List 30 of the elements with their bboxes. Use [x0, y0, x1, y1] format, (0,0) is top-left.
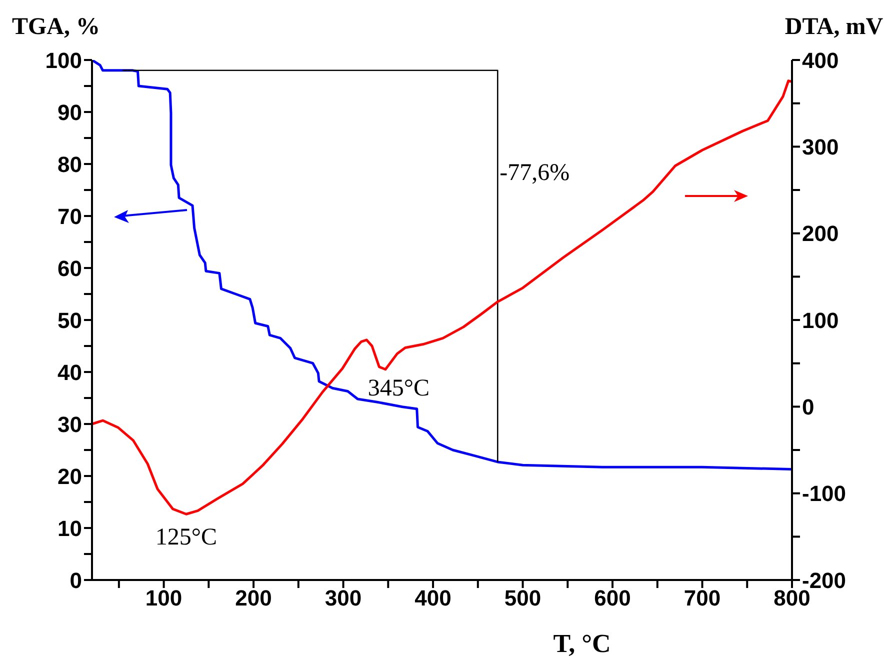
y2-tick-label: 100: [802, 308, 839, 333]
x-tick-label: 100: [145, 586, 182, 611]
y-tick-label: 10: [58, 516, 82, 541]
annotation: 345°C: [368, 375, 430, 402]
y2-tick-label: 300: [802, 134, 839, 160]
y-axis-title: TGA, %: [12, 14, 100, 40]
annotation: -77,6%: [500, 160, 570, 186]
y-tick-label: 90: [58, 100, 82, 125]
y-tick-label: 30: [58, 412, 82, 437]
x-tick-label: 300: [324, 586, 362, 611]
y-tick-label: 0: [70, 568, 82, 593]
x-tick-label: 200: [235, 586, 272, 611]
y2-tick-label: -100: [802, 481, 846, 506]
y-tick-label: 40: [58, 360, 82, 385]
x-tick-label: 400: [414, 586, 452, 611]
x-tick-label: 500: [504, 586, 542, 611]
y2-tick-label: 200: [802, 221, 839, 246]
y-tick-label: 70: [58, 204, 82, 229]
x-tick-label: 700: [684, 586, 721, 611]
y-tick-label: 80: [58, 152, 82, 177]
annotation: 125°C: [155, 524, 218, 550]
x-axis-title: T, °C: [553, 629, 611, 658]
y-tick-label: 60: [58, 256, 82, 281]
y2-axis-title: DTA, mV: [784, 14, 884, 40]
y2-tick-label: 0: [802, 394, 814, 420]
y-tick-label: 50: [58, 308, 82, 333]
y2-tick-label: 400: [802, 48, 839, 73]
y-tick-label: 100: [45, 48, 82, 73]
x-tick-label: 600: [594, 586, 631, 611]
y-tick-label: 20: [58, 464, 82, 489]
